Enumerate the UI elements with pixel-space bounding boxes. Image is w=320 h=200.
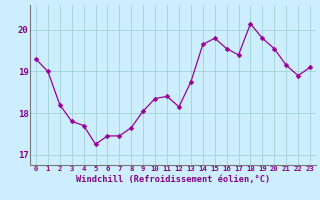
X-axis label: Windchill (Refroidissement éolien,°C): Windchill (Refroidissement éolien,°C)	[76, 175, 270, 184]
